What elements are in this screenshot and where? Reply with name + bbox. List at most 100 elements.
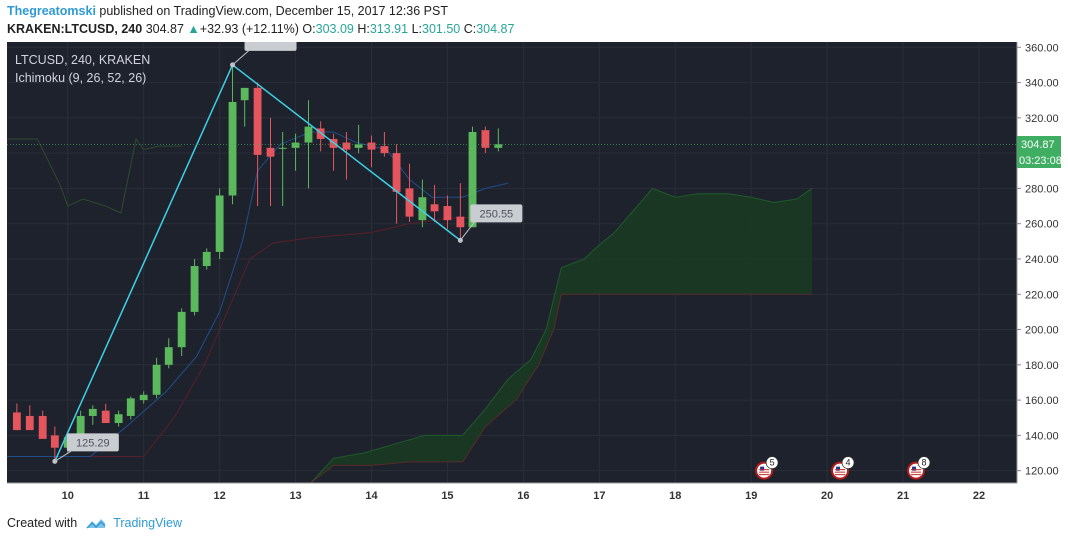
x-tick-label: 10	[62, 490, 74, 502]
legend-indicator[interactable]: Ichimoku (9, 26, 52, 26)	[15, 71, 146, 85]
up-arrow-icon: ▲	[187, 22, 200, 36]
event-count-label: 8	[921, 458, 926, 468]
candle-body-up[interactable]	[88, 408, 97, 416]
created-with-label: Created with	[7, 516, 78, 530]
candle-body-up[interactable]	[354, 144, 363, 148]
y-tick-label: 220.00	[1025, 289, 1059, 301]
annotation-box[interactable]	[66, 433, 119, 452]
y-tick-label: 260.00	[1025, 219, 1059, 231]
open-value: 303.09	[315, 22, 354, 36]
y-tick-label: 360.00	[1025, 42, 1059, 54]
chart-panel[interactable]: 125.29 250.55 120.00 140.00 160.00 180.00 200…	[7, 32, 1062, 505]
candle-body-up[interactable]	[202, 251, 211, 267]
candle-body-up[interactable]	[278, 147, 287, 149]
candle-body-up[interactable]	[418, 197, 427, 221]
candle-body-down[interactable]	[12, 412, 21, 431]
x-tick-label: 11	[138, 490, 150, 502]
current-price-tag: 304.87 03:23:08	[1017, 136, 1062, 168]
candle-body-down[interactable]	[253, 87, 262, 155]
last-price: 304.87	[145, 22, 184, 36]
candle-body-down[interactable]	[50, 435, 59, 448]
trend-line[interactable]	[54, 64, 234, 462]
candle-body-up[interactable]	[139, 394, 148, 401]
annotation-label: 250.55	[480, 208, 514, 220]
x-tick-label: 12	[214, 490, 226, 502]
chart-legend: LTCUSD, 240, KRAKEN Ichimoku (9, 26, 52,…	[15, 53, 150, 85]
candle-body-up[interactable]	[494, 144, 503, 148]
annotation-label: 125.29	[76, 437, 110, 449]
candle-body-down[interactable]	[342, 142, 351, 150]
annotation-box[interactable]	[244, 32, 297, 51]
candle-body-up[interactable]	[468, 131, 477, 228]
close-value: 304.87	[476, 22, 515, 36]
y-tick-label: 320.00	[1025, 113, 1059, 125]
legend-symbol: LTCUSD, 240, KRAKEN	[15, 53, 150, 67]
x-tick-label: 13	[289, 490, 301, 502]
candle-body-down[interactable]	[430, 204, 439, 212]
candle-body-down[interactable]	[367, 142, 376, 150]
flag-canton	[760, 466, 765, 471]
footer: Created with TradingView	[7, 516, 182, 530]
event-count-label: 5	[770, 458, 775, 468]
flag-canton	[836, 466, 841, 471]
y-tick-label: 160.00	[1025, 395, 1059, 407]
annotation-pointer	[54, 450, 72, 462]
y-tick-label: 140.00	[1025, 430, 1059, 442]
ohlc-line: KRAKEN:LTCUSD, 240 304.87 ▲+32.93 (+12.1…	[7, 22, 514, 36]
x-axis-ticks: 10 11 12 13 14 15 16 17 18 19 20 21 22	[7, 482, 1017, 502]
candle-body-up[interactable]	[126, 398, 135, 416]
candle-body-up[interactable]	[240, 87, 249, 101]
candle-body-down[interactable]	[443, 206, 452, 221]
low-value: 301.50	[422, 22, 461, 36]
y-tick-label: 340.00	[1025, 78, 1059, 90]
low-label: L:	[411, 22, 422, 36]
candle-body-up[interactable]	[164, 347, 173, 365]
chikou-span-line	[7, 137, 182, 214]
candle-body-down[interactable]	[392, 153, 401, 192]
candle-body-up[interactable]	[215, 195, 224, 252]
x-tick-label: 20	[821, 490, 833, 502]
x-tick-label: 16	[517, 490, 529, 502]
tradingview-link[interactable]: TradingView	[113, 516, 182, 530]
x-tick-label: 14	[365, 490, 378, 502]
kijun-sen-line	[7, 216, 486, 458]
candle-body-up[interactable]	[152, 364, 161, 395]
candle-body-up[interactable]	[304, 126, 313, 143]
time-axis[interactable]	[7, 483, 1061, 505]
x-tick-label: 19	[745, 490, 757, 502]
event-count-badge	[917, 456, 931, 470]
trend-line[interactable]	[232, 64, 461, 241]
candle-body-down[interactable]	[25, 415, 34, 431]
candle-body-down[interactable]	[316, 128, 325, 140]
event-count-badge	[765, 456, 779, 470]
countdown-value: 03:23:08	[1019, 155, 1061, 167]
candle-body-up[interactable]	[177, 311, 186, 348]
candle-body-up[interactable]	[190, 266, 199, 312]
candle-body-down[interactable]	[266, 147, 275, 157]
candle-body-up[interactable]	[228, 101, 237, 196]
open-label: O:	[302, 22, 316, 36]
candle-body-down[interactable]	[101, 410, 110, 424]
candle-body-down[interactable]	[456, 216, 465, 228]
annotation-box[interactable]	[470, 204, 523, 223]
y-tick-label: 280.00	[1025, 183, 1059, 195]
close-label: C:	[463, 22, 477, 36]
price-axis[interactable]	[1017, 42, 1061, 483]
high-label: H:	[357, 22, 370, 36]
candle-body-up[interactable]	[291, 142, 300, 148]
candle-body-down[interactable]	[405, 188, 414, 217]
y-tick-label: 180.00	[1025, 360, 1059, 372]
senkou-span-b-line	[310, 293, 812, 484]
price-change: +32.93 (+12.11%)	[199, 22, 299, 36]
candle-body-down[interactable]	[38, 415, 47, 439]
publish-info: published on TradingView.com, December 1…	[95, 4, 448, 18]
candle-body-down[interactable]	[481, 130, 490, 148]
candle-body-up[interactable]	[76, 415, 85, 436]
candle-body-up[interactable]	[114, 414, 123, 424]
author-name[interactable]: Thegreatomski	[7, 4, 96, 18]
economic-events: 5 4 8	[755, 456, 931, 480]
senkou-span-a-line	[310, 187, 813, 484]
candle-body-down[interactable]	[380, 146, 389, 154]
publish-line: Thegreatomski published on TradingView.c…	[7, 4, 448, 18]
